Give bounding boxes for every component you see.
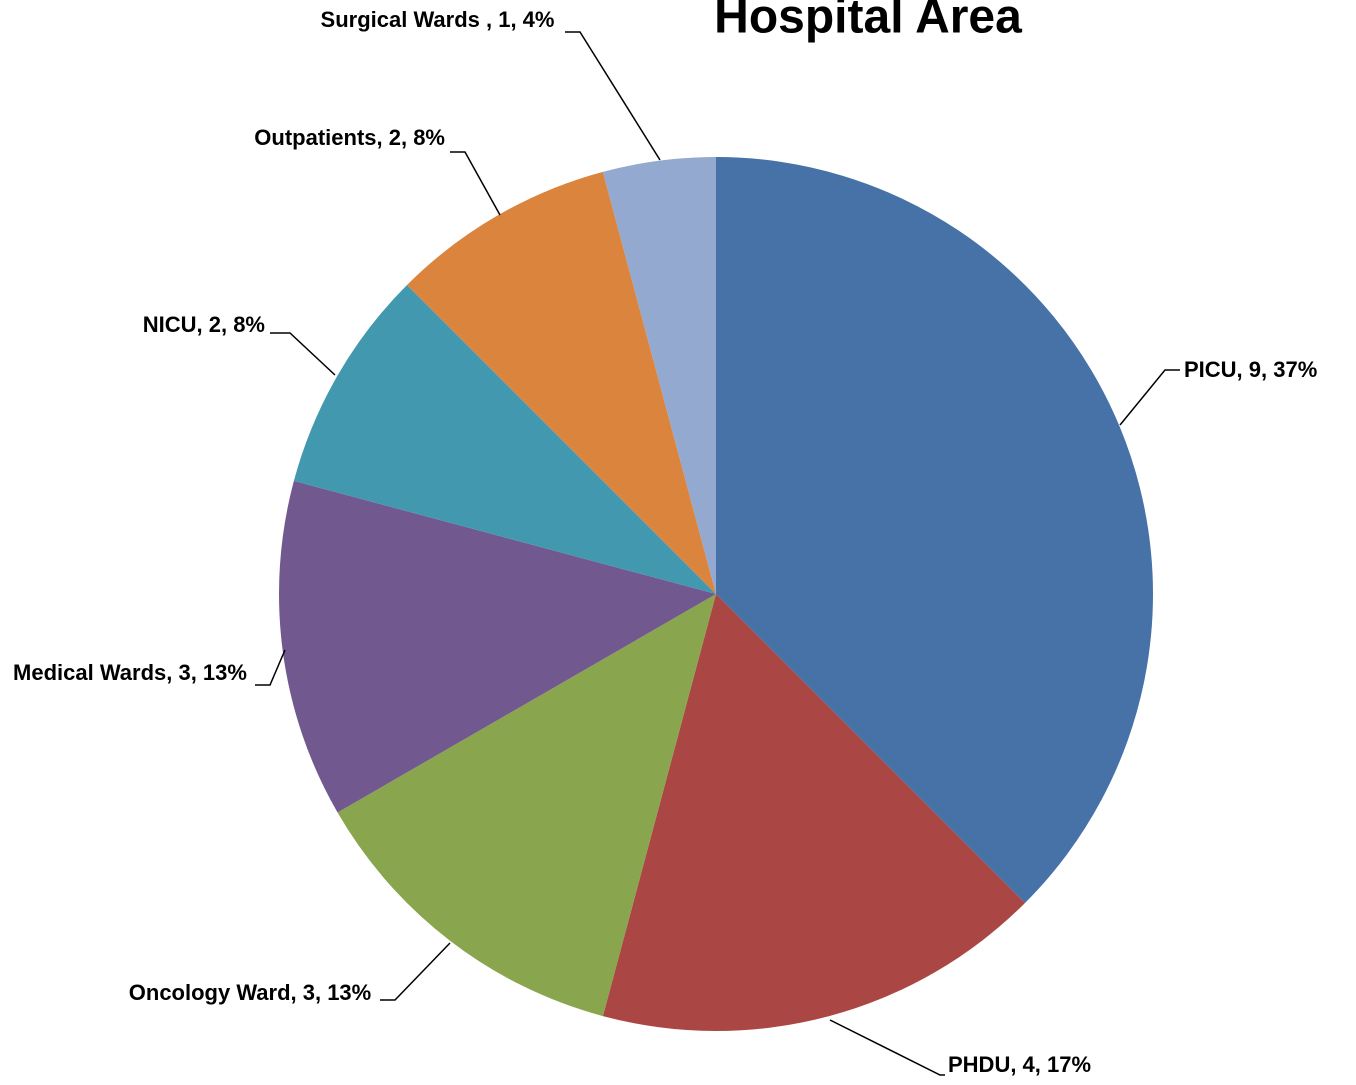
leader-line bbox=[1119, 369, 1180, 426]
data-label: Oncology Ward, 3, 13% bbox=[128, 980, 372, 1005]
leader-line bbox=[565, 31, 661, 161]
leader-line bbox=[450, 151, 501, 216]
data-label: NICU, 2, 8% bbox=[142, 312, 265, 337]
pie-slice bbox=[602, 594, 1026, 1031]
pie-slice bbox=[602, 157, 716, 594]
pie-slice bbox=[337, 594, 716, 1017]
pie-slice bbox=[716, 157, 1153, 904]
data-label: Surgical Wards , 1, 4% bbox=[320, 7, 555, 32]
pie-slice bbox=[406, 171, 716, 594]
leader-line bbox=[255, 649, 286, 686]
pie-slice bbox=[279, 480, 716, 813]
pie-slice bbox=[293, 284, 716, 594]
leader-line bbox=[380, 942, 451, 1001]
chart-title: Hospital Area bbox=[714, 0, 1022, 44]
data-label: Medical Wards, 3, 13% bbox=[13, 660, 247, 685]
leader-line bbox=[270, 332, 336, 376]
data-label: PHDU, 4, 17% bbox=[948, 1052, 1092, 1077]
data-label: Outpatients, 2, 8% bbox=[254, 125, 445, 150]
data-label: PICU, 9, 37% bbox=[1184, 357, 1318, 382]
leader-line bbox=[829, 1019, 945, 1076]
